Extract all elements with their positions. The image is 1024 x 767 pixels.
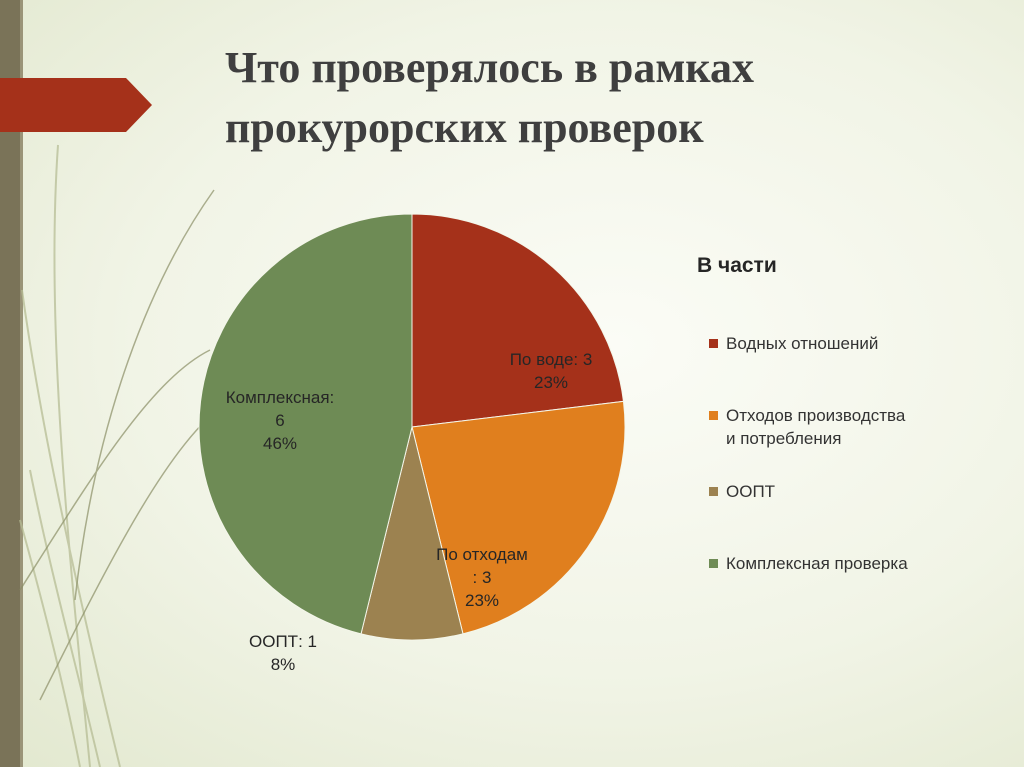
data-label-water-percent: 23% bbox=[533, 373, 569, 392]
grass-blade bbox=[19, 519, 81, 767]
data-label-oopt: ООПТ: 1 8% bbox=[235, 630, 331, 676]
grass-blade bbox=[53, 144, 91, 767]
data-label-water: По воде: 3 23% bbox=[495, 348, 607, 394]
chart-legend: В части Водных отношений Отходов произво… bbox=[697, 254, 957, 573]
title-line-1: Что проверялось в рамках bbox=[225, 43, 754, 92]
data-label-complex-name: Комплексная: bbox=[225, 388, 335, 407]
legend-item-complex: Комплексная проверка bbox=[709, 552, 916, 575]
pie-slice-1 bbox=[411, 213, 625, 428]
legend-item-water: Водных отношений bbox=[709, 332, 916, 355]
left-decor-bar bbox=[0, 0, 20, 767]
data-label-waste: По отходам : 3 23% bbox=[418, 543, 546, 612]
title-line-2: прокурорских проверок bbox=[225, 103, 704, 152]
data-label-complex-percent: 46% bbox=[262, 434, 298, 453]
grass-blade bbox=[74, 189, 215, 601]
legend-swatch-oopt bbox=[709, 487, 718, 496]
pie-slice-3 bbox=[360, 426, 464, 641]
pie-slice-4 bbox=[198, 213, 413, 635]
pie-slices bbox=[198, 213, 626, 641]
grass-blade bbox=[29, 469, 101, 767]
legend-item-waste: Отходов производства и потребления bbox=[709, 404, 916, 450]
pie-slice-2 bbox=[411, 400, 626, 635]
legend-swatch-water bbox=[709, 339, 718, 348]
legend-item-oopt: ООПТ bbox=[709, 480, 916, 503]
data-label-waste-value: : 3 bbox=[472, 568, 492, 587]
legend-label-water: Водных отношений bbox=[726, 334, 879, 353]
legend-swatch-complex bbox=[709, 559, 718, 568]
legend-title: В части bbox=[697, 254, 777, 277]
legend-label-oopt: ООПТ bbox=[726, 482, 776, 501]
data-label-water-name: По воде: 3 bbox=[509, 350, 593, 369]
data-label-waste-name: По отходам bbox=[436, 545, 528, 564]
grass-blade bbox=[19, 349, 211, 591]
slide-title: Что проверялось в рамках прокурорских пр… bbox=[225, 38, 945, 158]
left-decor-bar-highlight bbox=[20, 0, 23, 767]
legend-label-complex: Комплексная проверка bbox=[726, 554, 908, 573]
data-label-complex: Комплексная: 6 46% bbox=[205, 386, 355, 455]
legend-label-waste: Отходов производства и потребления bbox=[726, 406, 906, 448]
title-accent-arrow bbox=[0, 78, 152, 132]
data-label-waste-percent: 23% bbox=[464, 591, 500, 610]
legend-swatch-waste bbox=[709, 411, 718, 420]
grass-blade bbox=[21, 289, 121, 767]
data-label-oopt-percent: 8% bbox=[270, 655, 296, 674]
data-label-oopt-name: ООПТ: 1 bbox=[249, 632, 317, 651]
data-label-complex-value: 6 bbox=[275, 411, 285, 430]
